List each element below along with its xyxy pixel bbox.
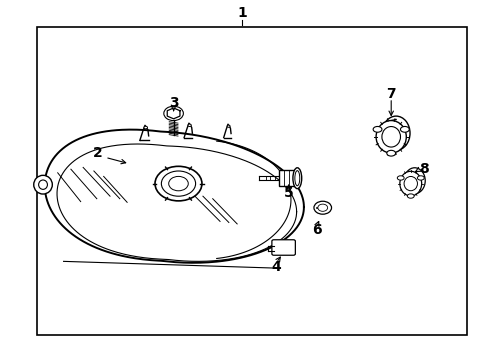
Circle shape (143, 126, 147, 129)
Circle shape (226, 125, 230, 127)
FancyBboxPatch shape (271, 240, 295, 255)
Ellipse shape (292, 168, 301, 189)
Text: 6: 6 (311, 224, 321, 237)
Text: 5: 5 (283, 186, 293, 199)
Ellipse shape (382, 116, 409, 150)
Circle shape (317, 204, 327, 211)
Text: 4: 4 (271, 260, 281, 274)
Ellipse shape (34, 175, 52, 194)
Ellipse shape (400, 126, 408, 132)
Ellipse shape (403, 168, 425, 194)
Ellipse shape (403, 176, 417, 191)
Ellipse shape (399, 171, 421, 196)
Ellipse shape (372, 126, 381, 132)
Circle shape (313, 201, 331, 214)
Circle shape (187, 124, 191, 126)
Ellipse shape (396, 176, 403, 180)
Text: 8: 8 (419, 162, 428, 176)
Text: 1: 1 (237, 6, 246, 19)
Ellipse shape (39, 180, 47, 189)
Text: 7: 7 (386, 87, 395, 100)
Text: 2: 2 (93, 146, 102, 160)
Bar (37, 27, 466, 335)
Ellipse shape (375, 121, 406, 153)
Polygon shape (167, 108, 180, 119)
Circle shape (163, 106, 183, 121)
Circle shape (155, 166, 202, 201)
Ellipse shape (417, 176, 424, 180)
Circle shape (161, 171, 195, 196)
Circle shape (168, 176, 188, 191)
Ellipse shape (294, 171, 299, 186)
FancyBboxPatch shape (278, 170, 297, 186)
Text: 3: 3 (168, 96, 178, 109)
Ellipse shape (407, 194, 413, 198)
Ellipse shape (386, 150, 395, 156)
Ellipse shape (381, 127, 400, 147)
